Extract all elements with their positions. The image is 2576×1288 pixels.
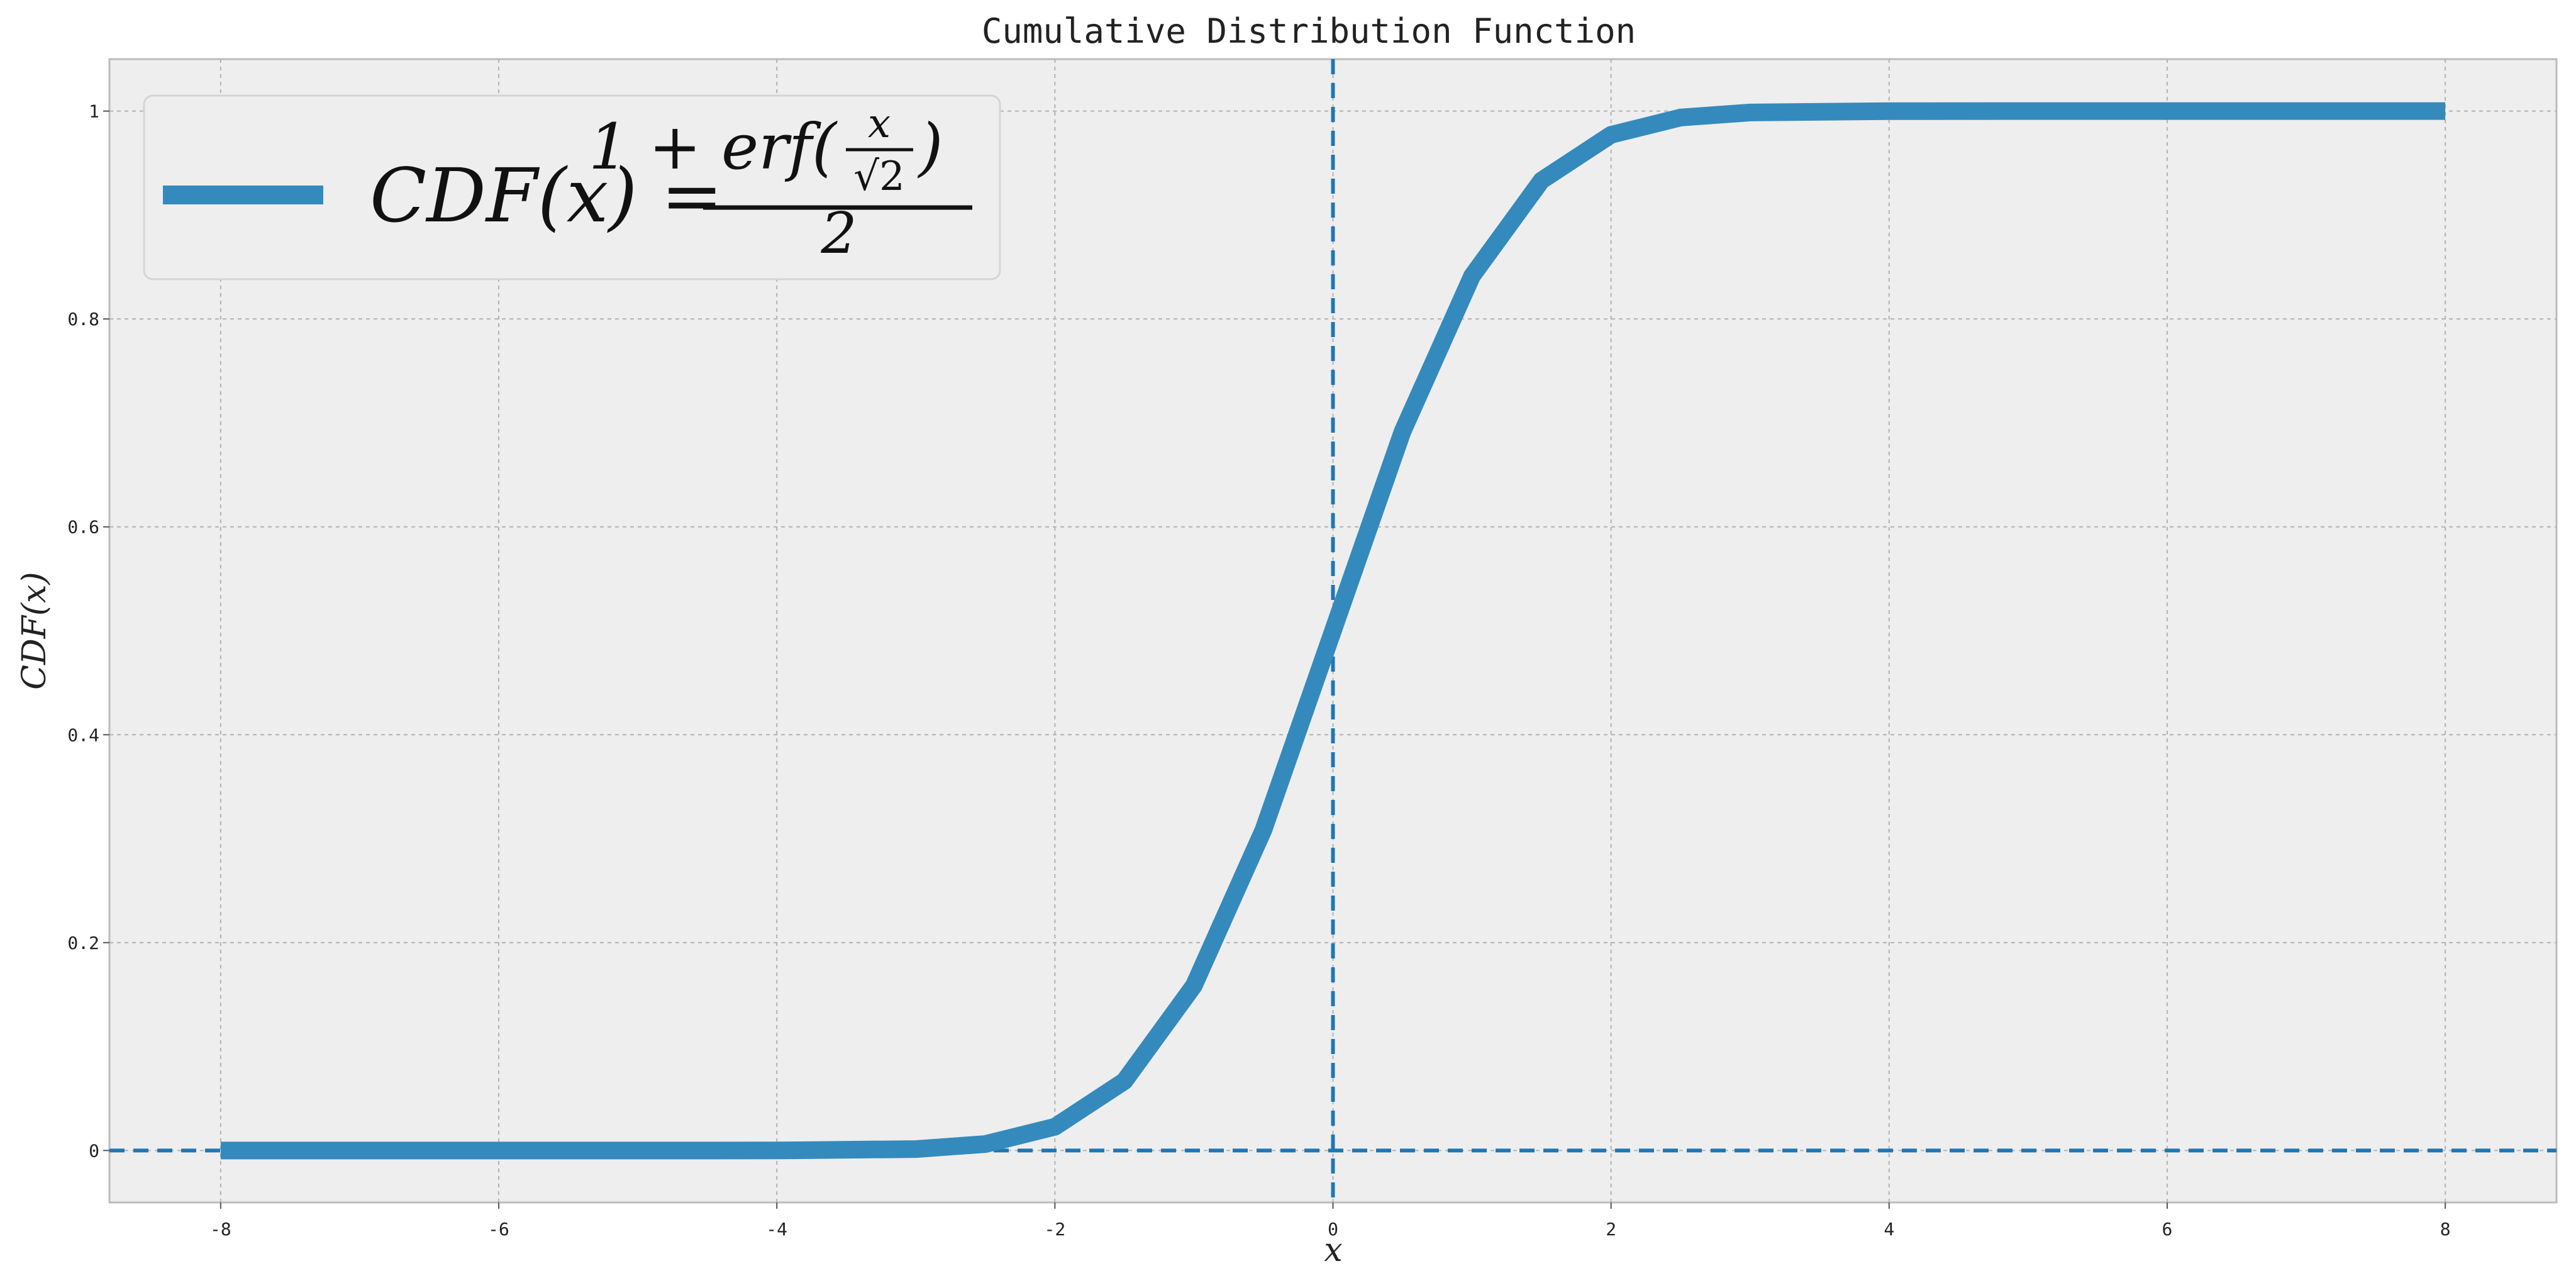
y-tick-label: 0.8 [67, 309, 99, 330]
y-axis-label: CDF(x) [16, 572, 53, 689]
x-tick-label: 4 [1884, 1219, 1894, 1240]
legend-numerator: 1 + erf( [589, 110, 838, 184]
legend-box [143, 94, 1001, 280]
y-tick-label: 0.4 [67, 724, 99, 745]
legend: CDF(x) = 1 + erf( x √2 ) 2 [143, 94, 1001, 280]
x-axis-ticks: -8 -6 -4 -2 0 2 4 6 8 [210, 1202, 2451, 1240]
legend-frac-top: x [868, 101, 891, 147]
x-tick-label: -2 [1044, 1219, 1065, 1240]
x-tick-label: 0 [1328, 1219, 1338, 1240]
x-tick-label: 8 [2440, 1219, 2451, 1240]
x-tick-label: 6 [2162, 1219, 2173, 1240]
legend-numerator-close: ) [917, 110, 943, 184]
y-tick-label: 0 [89, 1140, 99, 1161]
cdf-series-line [220, 102, 2446, 1160]
legend-frac-bottom: √2 [853, 153, 905, 200]
x-axis-label: x [1324, 1231, 1342, 1269]
y-axis-ticks: 0 0.2 0.4 0.6 0.8 1 [67, 101, 109, 1161]
y-tick-label: 0.2 [67, 933, 99, 953]
x-tick-label: -4 [766, 1219, 787, 1240]
x-tick-label: -8 [210, 1219, 231, 1240]
x-tick-label: 2 [1606, 1219, 1616, 1240]
y-tick-label: 1 [89, 101, 99, 122]
legend-denominator: 2 [820, 201, 857, 267]
y-tick-label: 0.6 [67, 517, 99, 538]
chart-title: Cumulative Distribution Function [982, 11, 1636, 51]
x-tick-label: -6 [488, 1219, 509, 1240]
legend-lhs: CDF(x) = [370, 152, 723, 239]
